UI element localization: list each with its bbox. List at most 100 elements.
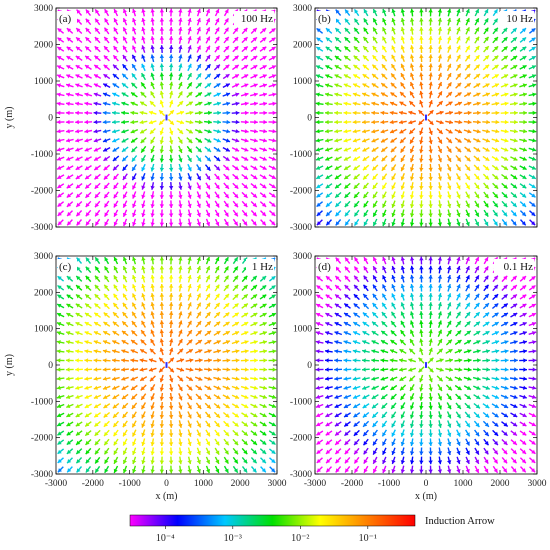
arrow-head — [447, 441, 452, 446]
arrow-head — [66, 340, 71, 345]
arrow-head — [187, 176, 192, 181]
arrow-head — [84, 92, 89, 97]
arrow-head — [226, 376, 231, 381]
arrow-head — [150, 320, 155, 325]
arrow-head — [419, 265, 424, 270]
arrow-head — [495, 101, 500, 106]
arrow-head — [187, 194, 192, 199]
arrow-head — [373, 450, 377, 455]
arrow-head — [132, 8, 137, 13]
arrow-head — [419, 8, 424, 13]
arrow-head — [206, 166, 211, 171]
arrow-head — [216, 395, 221, 399]
arrow-head — [178, 36, 183, 41]
arrow-head — [132, 311, 136, 316]
arrow-head — [326, 276, 331, 281]
arrow-head — [514, 110, 518, 116]
arrow-head — [244, 74, 249, 79]
arrow-head — [419, 378, 424, 383]
arrow-head — [419, 176, 424, 181]
arrow-head — [66, 422, 71, 427]
arrow-head — [391, 275, 396, 280]
arrow-head — [198, 376, 203, 381]
arrow-head — [522, 285, 527, 290]
arrow-head — [428, 167, 433, 172]
arrow-head — [380, 129, 385, 134]
arrow-head — [252, 221, 257, 226]
arrow-head — [344, 55, 349, 60]
arrow-head — [503, 28, 508, 33]
arrow-head — [188, 386, 193, 391]
arrow-head — [456, 266, 461, 271]
arrow-head — [409, 222, 415, 227]
arrow-head — [113, 36, 118, 41]
arrow-head — [196, 284, 201, 289]
arrow-head — [67, 468, 72, 473]
arrow-head — [123, 27, 127, 32]
arrow-head — [130, 110, 135, 116]
arrow-head — [456, 404, 461, 409]
arrow-head — [252, 202, 257, 207]
arrow-head — [382, 293, 387, 298]
arrow-head — [188, 349, 193, 354]
arrow-head — [104, 468, 109, 473]
arrow-head — [504, 147, 509, 152]
arrow-head — [428, 140, 433, 145]
arrow-head — [334, 303, 340, 308]
arrow-head — [363, 212, 368, 217]
arrow-head — [84, 376, 89, 381]
arrow-head — [122, 157, 127, 162]
arrow-head — [94, 431, 99, 436]
arrow-head — [253, 422, 258, 427]
arrow-head — [343, 83, 348, 88]
arrow-head — [438, 82, 442, 87]
arrow-head — [216, 138, 221, 143]
arrow-head — [189, 358, 194, 363]
arrow-head — [373, 257, 377, 262]
arrow-head — [400, 320, 405, 325]
arrow-head — [325, 193, 330, 198]
arrow-head — [132, 414, 136, 419]
arrow-head — [428, 256, 433, 261]
arrow-head — [428, 72, 433, 77]
arrow-head — [485, 395, 490, 399]
arrow-head — [382, 441, 387, 446]
arrow-head — [141, 450, 146, 455]
arrow-head — [316, 56, 321, 60]
arrow-head — [344, 450, 349, 455]
arrow-head — [57, 403, 62, 408]
arrow-head — [56, 394, 61, 399]
arrow-head — [261, 449, 267, 454]
arrow-head — [493, 203, 498, 208]
arrow-head — [362, 312, 368, 317]
arrow-head — [159, 186, 165, 190]
arrow-head — [466, 175, 470, 180]
arrow-head — [104, 9, 109, 14]
arrow-head — [66, 101, 70, 106]
arrow-head — [457, 92, 462, 97]
arrow-head — [513, 165, 518, 170]
arrow-head — [271, 65, 276, 70]
arrow-head — [380, 358, 385, 363]
arrow-head — [523, 367, 527, 372]
arrow-head — [335, 9, 340, 14]
arrow-head — [122, 9, 127, 14]
arrow-head — [66, 65, 71, 70]
arrow-head — [93, 83, 99, 88]
arrow-head — [123, 266, 127, 271]
arrow-head — [94, 65, 99, 69]
arrow-head — [476, 340, 481, 345]
arrow-head — [493, 468, 498, 473]
arrow-head — [113, 432, 118, 437]
arrow-head — [225, 83, 230, 88]
arrow-head — [84, 331, 89, 336]
arrow-head — [67, 221, 72, 226]
arrow-head — [226, 129, 231, 134]
arrow-head — [271, 468, 276, 473]
arrow-head — [104, 257, 109, 262]
arrow-head — [66, 385, 71, 390]
arrow-head — [85, 55, 90, 60]
arrow-head — [66, 376, 70, 381]
arrow-head — [362, 101, 367, 106]
arrow-head — [485, 156, 490, 161]
